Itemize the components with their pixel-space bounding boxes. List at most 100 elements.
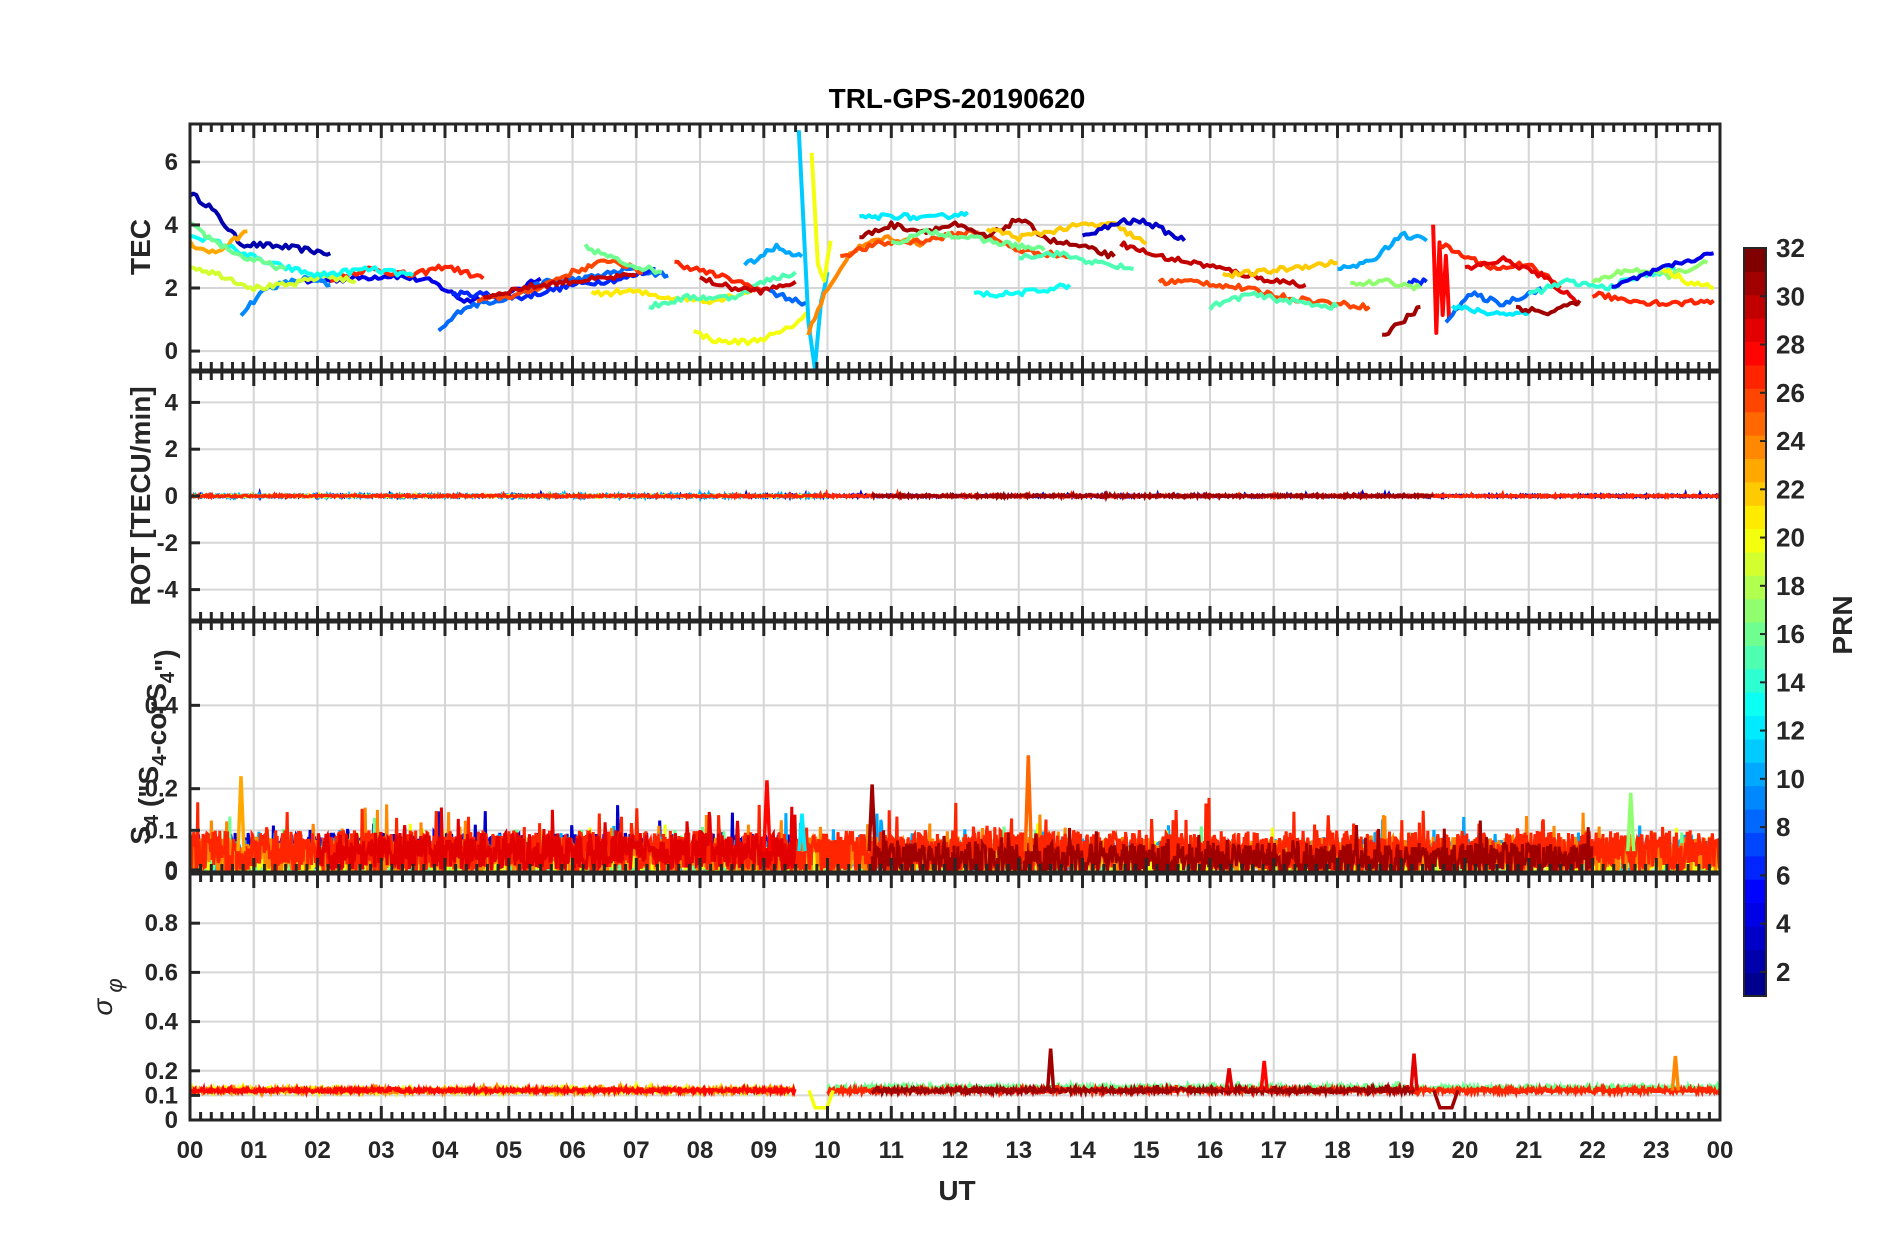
panel-3: 000.10.20.4S4 ("S4-corS4"): [125, 620, 1722, 886]
series-line-prn-16: [583, 243, 663, 275]
chart-title: TRL-GPS-20190620: [829, 83, 1086, 114]
colorbar-tick-label: 16: [1776, 619, 1805, 649]
spike-prn-29: [1409, 1053, 1419, 1091]
colorbar-tick-label: 26: [1776, 378, 1805, 408]
y-tick-label: 0.8: [145, 910, 178, 937]
series-line-prn-6: [1406, 277, 1428, 287]
x-ticks: [188, 372, 1722, 620]
spike-prn-17: [1626, 792, 1636, 852]
series-line-prn-15: [1208, 290, 1339, 311]
colorbar-segment: [1744, 855, 1766, 880]
y-tick-label: 6: [165, 149, 178, 176]
x-tick-label: 23: [1643, 1137, 1670, 1164]
series-line-prn-4: [1611, 251, 1714, 289]
series-line-prn-15: [648, 270, 797, 310]
colorbar-segment: [1744, 575, 1766, 600]
x-tick-label: 07: [623, 1137, 650, 1164]
colorbar-segment: [1744, 645, 1766, 670]
panel-4-data: [190, 1048, 1720, 1110]
series-line-prn-10: [743, 242, 804, 267]
series-line-prn-17: [1349, 277, 1422, 292]
x-tick-label: 19: [1388, 1137, 1415, 1164]
colorbar-tick-label: 6: [1776, 860, 1790, 890]
series-line-prn-16: [890, 227, 1046, 252]
x-tick-label: 10: [814, 1137, 841, 1164]
series-line-prn-31: [1515, 299, 1582, 317]
colorbar-tick-label: 18: [1776, 571, 1805, 601]
colorbar-segment: [1744, 505, 1766, 530]
spike-prn-23: [236, 776, 246, 852]
panel-2: -4 -2 0 2 4 ROT [TECU/min]: [125, 370, 1722, 622]
colorbar-tick-label: 2: [1776, 957, 1790, 987]
series-line-prn-12: [859, 210, 970, 222]
series-line-prn-22: [1222, 259, 1338, 279]
colorbar-tick-label: 14: [1776, 667, 1805, 697]
y-tick-label: 0: [165, 859, 178, 886]
x-axis-label: UT: [938, 1175, 975, 1206]
colorbar-tick-label: 4: [1776, 909, 1791, 939]
colorbar-segment: [1744, 528, 1766, 553]
x-tick-label: 03: [368, 1137, 395, 1164]
x-tick-label: 21: [1515, 1137, 1542, 1164]
series-line-prn-6: [450, 266, 656, 302]
colorbar-tick-label: 24: [1776, 426, 1805, 456]
series-band-prn-28: [190, 1081, 797, 1099]
y-tick-label: 0.2: [145, 776, 178, 803]
colorbar-segment: [1744, 715, 1766, 740]
series-line-prn-2: [190, 191, 332, 257]
series-line-prn-31: [859, 217, 1116, 260]
x-tick-label: 06: [559, 1137, 586, 1164]
x-tick-label: 00: [177, 1137, 204, 1164]
series-line-prn-3: [1081, 217, 1187, 242]
series-line-prn-12: [1450, 304, 1530, 317]
colorbar-segment: [1744, 972, 1766, 997]
series-line-prn-26: [476, 258, 644, 304]
colorbar-segment: [1744, 318, 1766, 343]
series-line-prn-30: [1119, 240, 1307, 289]
y-tick-label: 4: [165, 212, 179, 239]
series-band-prn-31: [870, 1081, 1416, 1099]
colorbar-segment: [1744, 388, 1766, 413]
y-tick-label: 0.4: [145, 692, 179, 719]
panel-4: 00.10.2 0.4 0.6 0.8 σ φ: [87, 872, 1722, 1134]
colorbar-segment: [1744, 879, 1766, 904]
spike-prn-24: [1670, 1055, 1681, 1091]
y-axis-label: ROT [TECU/min]: [125, 386, 156, 605]
colorbar-segment: [1744, 598, 1766, 623]
colorbar-segment: [1744, 785, 1766, 810]
series-line-prn-8: [769, 288, 809, 307]
series-line-prn-30: [483, 272, 637, 300]
x-axis-tick-labels: 00 01 02 03 04 05 06 07 08 09 10 11 12 13 14 15 16 17 18 19…: [177, 1137, 1734, 1164]
y-tick-label: 0.4: [145, 1009, 179, 1036]
x-tick-label: 18: [1324, 1137, 1351, 1164]
x-tick-label: 05: [495, 1137, 522, 1164]
x-tick-label: 11: [879, 1137, 904, 1164]
x-tick-label: 14: [1069, 1137, 1096, 1164]
x-tick-label: 02: [304, 1137, 331, 1164]
panel-2-data: [190, 487, 1720, 503]
series-band-prn-31: [870, 490, 1435, 503]
spike-prn-31: [867, 784, 877, 852]
y-axis-label: TEC: [125, 219, 156, 275]
dip-prn-20: [807, 1089, 835, 1110]
colorbar-tick-label: 32: [1776, 233, 1805, 263]
panel-1: 0 2 4 6 TEC: [125, 122, 1722, 372]
colorbar-frame: [1743, 247, 1767, 997]
colorbar-segment: [1744, 692, 1766, 717]
x-tick-label: 22: [1579, 1137, 1606, 1164]
colorbar-segment: [1744, 902, 1766, 927]
y-tick-label: 0.6: [145, 959, 178, 986]
series-line-prn-22: [985, 220, 1148, 246]
colorbar-tick-label: 28: [1776, 330, 1805, 360]
colorbar-segment: [1744, 364, 1766, 389]
series-line-prn-23: [190, 229, 248, 255]
series-line-prn-21: [590, 287, 752, 306]
x-tick-label: 08: [687, 1137, 714, 1164]
y-tick-label: 2: [165, 436, 178, 463]
x-tick-label: 12: [942, 1137, 969, 1164]
x-tick-label: 01: [240, 1137, 267, 1164]
series-line-prn-20: [809, 152, 833, 283]
